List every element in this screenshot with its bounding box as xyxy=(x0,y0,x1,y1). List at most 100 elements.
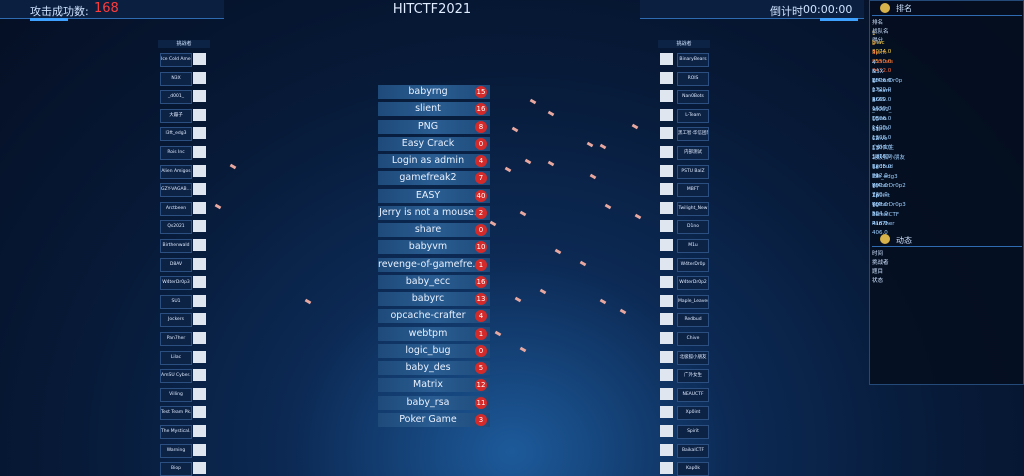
solve-badge: 1 xyxy=(475,258,487,271)
ranking-cell: Spirit xyxy=(872,49,887,56)
ranking-cell: 1400.0 xyxy=(872,125,892,132)
challenge-name: share xyxy=(414,224,442,235)
countdown-label: 倒计时 xyxy=(770,5,803,18)
challenge-row: babyrng 15 xyxy=(378,85,490,99)
team-name: The Mystical... xyxy=(160,425,192,439)
solve-badge: 16 xyxy=(475,103,487,116)
ranking-cell: 13 xyxy=(872,145,879,152)
team-row: Alien Amigos xyxy=(160,164,210,179)
challenge-row: opcache-crafter 4 xyxy=(378,309,490,324)
ranking-cell: W4terDr0p xyxy=(872,78,903,85)
challenge-name: Poker Game xyxy=(399,413,457,425)
ranking-cell: l3ft_edg3 xyxy=(872,173,898,180)
ranking-row: 4 N3X 1806.0 xyxy=(872,59,1022,84)
countdown: 00:00:00 xyxy=(803,3,853,16)
team-logo xyxy=(193,406,206,419)
team-name: 内部测试 xyxy=(677,146,709,160)
team-row: AmSU Cyber... xyxy=(160,369,210,384)
solve-badge: 4 xyxy=(475,310,487,323)
team-logo xyxy=(193,276,206,289)
team-row: Lilac xyxy=(160,350,210,365)
attack-label: 攻击成功数: xyxy=(30,5,89,18)
team-logo xyxy=(193,53,206,65)
header-accent xyxy=(30,18,68,21)
team-row: PSTU BalZ xyxy=(660,164,710,179)
team-name: Birthenwald xyxy=(160,239,192,253)
solve-badge: 7 xyxy=(475,172,487,185)
header-left-bar xyxy=(0,0,224,19)
team-row: NEAUCTF xyxy=(660,387,710,402)
ranking-row: 10 Kap0k 1308.0 xyxy=(872,116,1022,141)
team-logo xyxy=(193,257,206,270)
team-logo xyxy=(193,313,206,326)
ranking-row: 2 Spirit 2550.0 xyxy=(872,40,1022,65)
challenge-name: gamefreak2 xyxy=(399,172,457,184)
team-logo xyxy=(193,369,206,382)
team-row: Villing xyxy=(160,387,210,402)
team-name: 黑工智·华信团队 xyxy=(677,127,709,142)
column-header: 题目 xyxy=(872,269,884,275)
ranking-cell: 12 xyxy=(872,136,879,143)
team-row: M1u xyxy=(660,239,710,253)
team-row: Jockers xyxy=(160,313,210,328)
right-header: 挑战者 xyxy=(658,40,710,48)
team-row: W4terDr0p3 xyxy=(160,276,210,291)
plane-icon xyxy=(511,126,519,133)
ranking-cell: 800.0 xyxy=(872,182,888,189)
team-row: L-Team xyxy=(660,108,710,123)
team-name: N3X xyxy=(160,71,192,86)
team-logo xyxy=(193,239,206,251)
ranking-cell: 14 xyxy=(872,155,879,162)
ranking-row: 15 l3ft_edg3 800.0 xyxy=(872,164,1022,189)
team-name: AmSU Cyber... xyxy=(160,369,192,384)
team-logo xyxy=(660,183,673,196)
ranking-cell: 418.0 xyxy=(872,220,888,227)
plane-icon xyxy=(579,260,587,267)
ranking-cell: 广外女生 xyxy=(872,145,895,152)
challenge-row: babyvm 10 xyxy=(378,240,490,255)
ranking-cell: sixstars xyxy=(872,59,894,66)
solve-badge: 8 xyxy=(475,120,487,133)
solve-badge: 40 xyxy=(475,189,487,202)
challenge-name: logic_bug xyxy=(405,344,451,356)
ranking-cell: W4terDr0p2 xyxy=(872,183,906,190)
team-name: Rois Inc xyxy=(160,146,192,160)
team-logo xyxy=(193,425,206,437)
team-row: 大蹦子 xyxy=(160,108,210,123)
ranking-row: 8 _d001_ 1506.0 xyxy=(872,97,1022,122)
ranking-cell: 1308.0 xyxy=(872,134,892,141)
team-name: L-Team xyxy=(677,108,709,123)
plane-icon xyxy=(586,141,594,148)
ranking-cell: L-Team xyxy=(872,87,891,94)
ranking-row: 11 Chive 1300.0 xyxy=(872,126,1022,151)
ranking-cell: Chive xyxy=(872,135,888,142)
team-name: Warning xyxy=(160,443,192,458)
ranking-icon xyxy=(880,3,890,13)
plane-icon xyxy=(529,98,537,105)
solve-badge: 15 xyxy=(475,86,487,98)
team-logo xyxy=(660,425,673,437)
plane-icon xyxy=(631,123,639,130)
team-logo xyxy=(660,294,673,307)
team-name: _d001_ xyxy=(160,90,192,105)
ranking-cell: 1720.0 xyxy=(872,87,892,94)
solve-badge: 0 xyxy=(475,344,487,357)
ranking-cell: 1216.0 xyxy=(872,154,892,161)
ranking-cell: 1 xyxy=(872,31,876,37)
team-row: Xp0int xyxy=(660,406,710,421)
team-row: BinaryBears xyxy=(660,53,710,67)
team-row: l3ft_edg3 xyxy=(160,127,210,142)
ranking-cell: 3074.0 xyxy=(872,49,892,55)
ranking-cell: 19 xyxy=(872,202,879,209)
team-row: Redbud xyxy=(660,313,710,328)
ranking-cell: D1no xyxy=(872,116,887,123)
team-name: W4terDr0p2 xyxy=(677,276,709,291)
team-logo xyxy=(193,164,206,177)
team-row: SU1 xyxy=(160,294,210,309)
challenge-row: Jerry is not a mouse. 2 xyxy=(378,205,490,220)
team-name: Chive xyxy=(677,332,709,346)
challenge-name: babyvm xyxy=(408,241,448,253)
team-name: Biop xyxy=(160,462,192,476)
ranking-cell: 7 xyxy=(872,88,876,95)
team-logo xyxy=(193,146,206,158)
